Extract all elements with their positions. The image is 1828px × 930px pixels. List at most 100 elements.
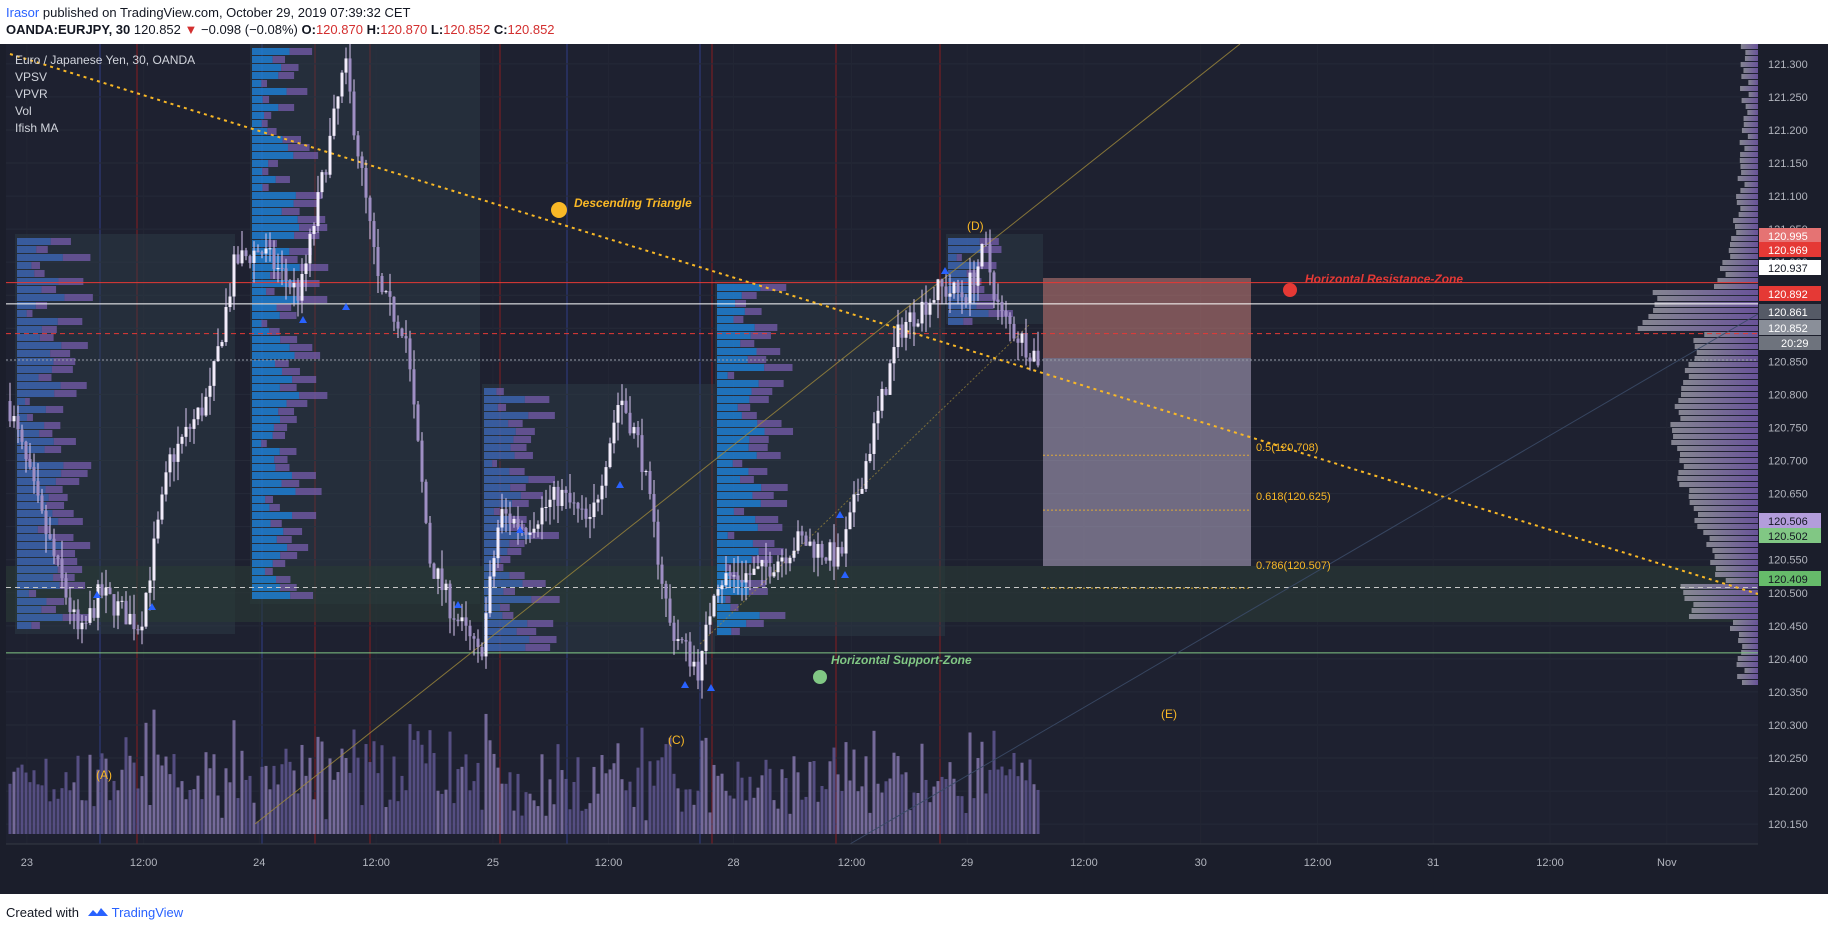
time-tick-label: 12:00 <box>595 857 623 869</box>
volume-bar <box>488 740 492 834</box>
volume-bar <box>1016 776 1020 834</box>
profile-bar <box>484 580 523 587</box>
candle-body <box>200 407 204 416</box>
candle-body <box>912 312 916 327</box>
candle-body <box>688 641 692 667</box>
profile-bar-sell <box>60 382 87 389</box>
profile-bar-sell <box>760 284 787 291</box>
volume-bar <box>216 795 220 834</box>
candle-body <box>124 600 128 625</box>
signal-marker <box>148 603 156 610</box>
candle-body <box>624 400 628 413</box>
profile-bar-sell <box>54 558 78 565</box>
profile-bar-sell <box>746 620 764 627</box>
candle-body <box>872 423 876 454</box>
candle-body <box>656 521 660 565</box>
candle-body <box>636 427 640 436</box>
profile-bar <box>17 302 36 309</box>
vpvr-bar <box>1731 236 1758 241</box>
vpvr-bar <box>1741 170 1758 175</box>
profile-bar-sell <box>51 366 73 373</box>
chart-svg[interactable]: Euro / Japanese Yen, 30, OANDA VPSV VPVR… <box>0 43 1828 894</box>
profile-bar-sell <box>509 540 525 547</box>
vpvr-bar <box>1728 248 1758 253</box>
profile-bar <box>252 264 300 271</box>
chart-area[interactable]: Euro / Japanese Yen, 30, OANDA VPSV VPVR… <box>0 43 1828 894</box>
profile-bar-sell <box>759 612 786 619</box>
candle-body <box>180 436 184 444</box>
volume-bar <box>740 777 744 834</box>
candle-body <box>928 302 932 315</box>
vpvr-bar <box>1714 554 1758 559</box>
profile-bar <box>252 560 273 567</box>
candle-body <box>944 286 948 297</box>
symbol-label: OANDA:EURJPY, 30 <box>6 22 131 37</box>
profile-bar <box>484 588 504 595</box>
vpvr-bar <box>1679 452 1758 457</box>
volume-bar <box>564 778 568 834</box>
profile-bar-sell <box>492 460 498 467</box>
volume-bar <box>944 779 948 834</box>
price-tick-label: 121.200 <box>1768 125 1808 137</box>
vpvr-bar <box>1678 410 1758 415</box>
profile-bar-sell <box>963 318 973 325</box>
vpvr-bar <box>1744 146 1758 151</box>
volume-bar <box>712 764 716 834</box>
volume-bar <box>1008 769 1012 834</box>
volume-bar <box>536 806 540 834</box>
candle-body <box>756 566 760 569</box>
profile-bar <box>252 440 262 447</box>
price-tick-label: 120.250 <box>1768 753 1808 765</box>
price-axis[interactable] <box>1758 44 1828 894</box>
legend-indicator-vpvr[interactable]: VPVR <box>15 87 48 101</box>
author-link[interactable]: Irasor <box>6 5 40 20</box>
volume-bar <box>280 764 284 834</box>
candle-body <box>568 492 572 503</box>
volume-bar <box>896 756 900 834</box>
volume-bar <box>452 803 456 834</box>
time-tick-label: 12:00 <box>130 857 158 869</box>
profile-bar-sell <box>529 636 557 643</box>
volume-bar <box>756 787 760 834</box>
candle-body <box>784 557 788 564</box>
candle-body <box>172 454 176 462</box>
profile-bar <box>252 272 271 279</box>
volume-bar <box>984 793 988 834</box>
vpvr-bar <box>1740 44 1758 49</box>
legend-indicator-ifish[interactable]: Ifish MA <box>15 121 58 135</box>
legend-indicator-vol[interactable]: Vol <box>15 104 32 118</box>
volume-bar <box>180 781 184 834</box>
legend-indicator-vpsv[interactable]: VPSV <box>15 70 47 84</box>
profile-bar <box>717 604 731 611</box>
vpvr-bar <box>1678 398 1758 403</box>
vpvr-bar <box>1733 218 1758 223</box>
grid-layer <box>6 44 1758 844</box>
candle-body <box>860 488 864 494</box>
volume-bar <box>900 774 904 834</box>
profile-bar-sell <box>279 312 297 319</box>
profile-bar <box>484 596 532 603</box>
candle-body <box>660 564 664 584</box>
tradingview-logo-icon[interactable] <box>87 906 109 921</box>
volume-bar <box>108 800 112 834</box>
profile-bar <box>948 310 989 317</box>
candle-body <box>432 563 436 579</box>
volume-bar <box>356 757 360 834</box>
vpvr-bar <box>1743 68 1758 73</box>
volume-bar <box>672 773 676 834</box>
time-axis[interactable] <box>6 844 1758 894</box>
profile-bar <box>484 548 508 555</box>
profile-bar <box>252 592 291 599</box>
volume-bar <box>188 790 192 834</box>
candle-body <box>376 247 380 277</box>
tradingview-link[interactable]: TradingView <box>111 905 184 920</box>
time-tick-label: 30 <box>1195 857 1207 869</box>
fib-label-0-786: 0.786(120.507) <box>1256 560 1331 572</box>
volume-bar <box>724 790 728 834</box>
volume-bar <box>220 817 224 834</box>
volume-bar <box>788 813 792 834</box>
profile-bar-sell <box>758 548 784 555</box>
volume-bar <box>748 776 752 834</box>
vpvr-bar <box>1741 74 1758 79</box>
volume-bar <box>856 791 860 834</box>
